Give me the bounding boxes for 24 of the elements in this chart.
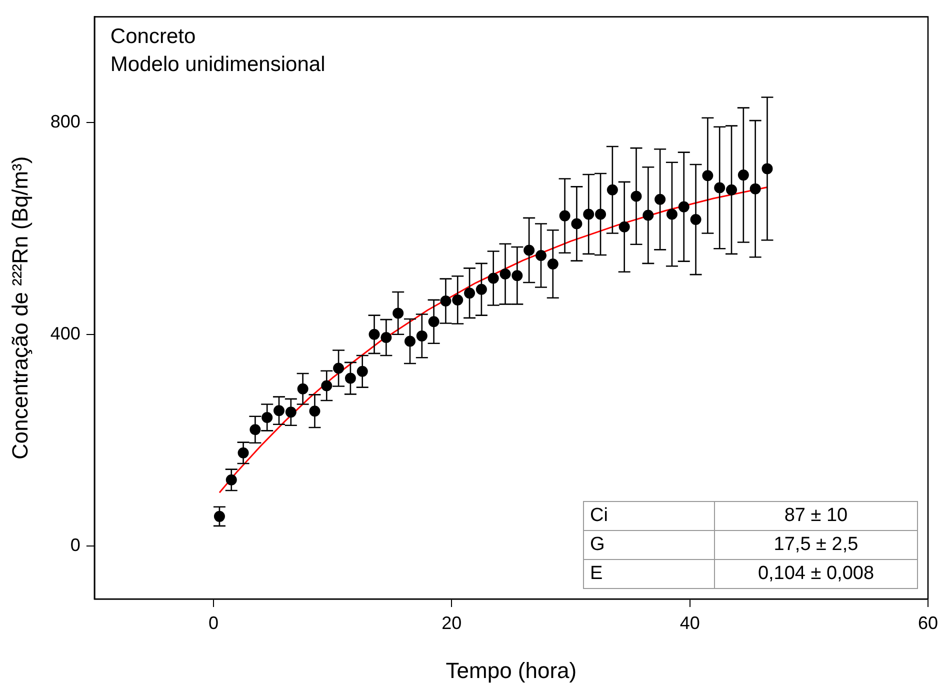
annotation: G	[583, 530, 714, 560]
text: Modelo unidimensional	[110, 53, 326, 76]
annotation: 17,5 ± 2,5	[714, 530, 918, 560]
chart-title: Concreto	[110, 25, 196, 48]
y-tick-label: 0	[70, 535, 80, 556]
y-tick-label: 800	[50, 112, 80, 132]
point	[464, 288, 476, 299]
x-tick-label: 40	[680, 612, 700, 633]
annotation: 87 ± 10	[714, 502, 918, 530]
point	[654, 194, 666, 205]
point	[274, 405, 285, 416]
point	[416, 330, 428, 342]
x-tick-label: 60	[918, 612, 938, 633]
y-axis-title: Concentração de ²²²Rn (Bq/m³)	[7, 156, 32, 460]
x-tick-label: 0	[208, 612, 219, 633]
point	[262, 412, 273, 423]
point	[738, 170, 749, 181]
annotation: E	[583, 560, 714, 588]
y-tick-label: 400	[50, 323, 80, 344]
annotation: Ci	[583, 502, 714, 530]
x-axis-title: Tempo (hora)	[446, 658, 577, 683]
annotation: 0,104 ± 0,008	[714, 560, 918, 588]
x-tick-label: 20	[442, 612, 462, 633]
point	[726, 184, 738, 196]
